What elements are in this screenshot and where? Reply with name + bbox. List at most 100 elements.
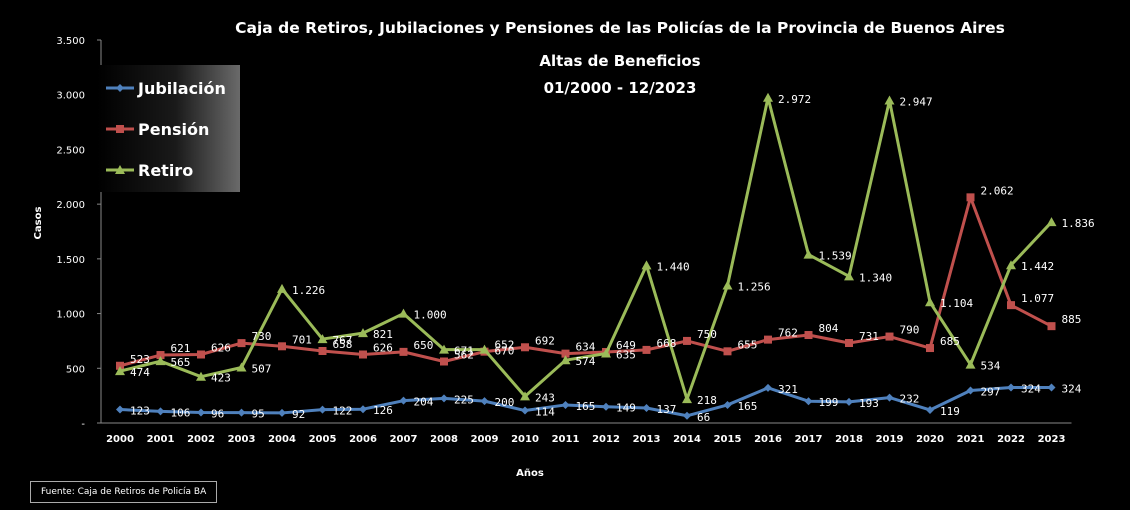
plot-area: - 500 1.000 1.500 2.000 2.500 3.000 3.500 2000 20…: [56, 36, 1094, 445]
data-label-retiro: 534: [981, 360, 1001, 373]
x-tick-label: 2006: [349, 434, 377, 445]
data-point-jubilacion: [723, 400, 732, 409]
data-label-pension: 650: [414, 339, 434, 352]
data-label-pension: 701: [292, 333, 312, 346]
data-label-pension: 649: [616, 339, 636, 352]
data-label-jubilacion: 165: [576, 400, 596, 413]
data-point-retiro: [277, 283, 287, 293]
data-label-retiro: 1.340: [859, 271, 892, 284]
data-point-pension: [116, 361, 124, 370]
data-label-retiro: 2.972: [778, 93, 811, 106]
chart-subtitle-2: 01/2000 - 12/2023: [544, 79, 697, 97]
data-label-pension: 562: [454, 349, 474, 362]
data-point-retiro: [155, 356, 166, 366]
data-label-retiro: 243: [535, 391, 555, 404]
data-label-jubilacion: 165: [738, 400, 758, 413]
data-point-retiro: [925, 297, 935, 307]
y-tick-label: 2.000: [56, 200, 85, 211]
data-point-jubilacion: [683, 411, 691, 420]
data-point-jubilacion: [764, 383, 772, 392]
data-point-jubilacion: [278, 408, 286, 417]
data-label-retiro: 1.104: [940, 297, 973, 310]
data-label-retiro: 1.539: [819, 250, 852, 263]
data-label-retiro: 2.947: [900, 96, 933, 109]
data-point-retiro: [601, 348, 611, 358]
data-point-jubilacion: [156, 407, 165, 416]
x-tick-label: 2022: [997, 434, 1025, 445]
data-label-jubilacion: 297: [981, 385, 1001, 398]
data-label-retiro: 474: [130, 366, 150, 379]
x-tick-label: 2021: [957, 434, 985, 445]
data-label-retiro: 1.226: [292, 284, 325, 297]
data-label-jubilacion: 324: [1062, 383, 1082, 396]
data-point-pension: [318, 346, 327, 355]
data-point-retiro: [398, 308, 409, 318]
data-point-retiro: [115, 366, 125, 376]
data-point-pension: [642, 345, 651, 354]
chart-subtitle-1: Altas de Beneficios: [539, 52, 700, 70]
data-point-jubilacion: [804, 397, 813, 406]
data-label-pension: 804: [819, 322, 839, 335]
data-point-retiro: [560, 355, 571, 365]
data-label-retiro: 1.000: [414, 309, 447, 322]
data-label-retiro: 1.442: [1021, 260, 1054, 273]
x-tick-label: 2019: [876, 434, 904, 445]
data-label-pension: 626: [211, 341, 231, 354]
x-tick-label: 2020: [916, 434, 944, 445]
data-point-jubilacion: [885, 393, 894, 402]
data-point-jubilacion: [318, 405, 327, 414]
data-label-jubilacion: 137: [657, 403, 677, 416]
data-label-retiro: 1.440: [657, 260, 690, 273]
data-point-pension: [359, 350, 367, 359]
data-label-pension: 685: [940, 335, 960, 348]
data-label-jubilacion: 324: [1021, 383, 1041, 396]
data-label-pension: 750: [697, 328, 717, 341]
data-point-pension: [1047, 322, 1056, 331]
data-point-pension: [926, 344, 934, 353]
data-point-retiro: [520, 391, 530, 401]
y-tick-label: 1.500: [56, 255, 85, 266]
data-label-retiro: 670: [495, 345, 515, 358]
x-tick-label: 2016: [754, 434, 782, 445]
y-tick-label: 3.000: [56, 91, 85, 102]
data-point-jubilacion: [116, 405, 124, 414]
data-label-jubilacion: 92: [292, 408, 305, 421]
data-label-jubilacion: 96: [211, 407, 224, 420]
data-label-jubilacion: 126: [373, 404, 393, 417]
data-point-retiro: [196, 371, 206, 381]
data-label-pension: 658: [333, 338, 353, 351]
legend-marker-pension: [116, 125, 124, 133]
x-tick-label: 2007: [390, 434, 418, 445]
data-label-retiro: 218: [697, 394, 717, 407]
data-point-jubilacion: [480, 397, 489, 406]
data-point-retiro: [317, 334, 328, 344]
data-point-jubilacion: [197, 408, 205, 417]
data-point-pension: [885, 332, 894, 341]
data-point-jubilacion: [561, 400, 570, 409]
data-label-pension: 652: [495, 339, 515, 352]
legend-label-pension: Pensión: [138, 120, 209, 139]
data-label-pension: 655: [738, 338, 758, 351]
series-line-retiro: [119, 96, 1053, 401]
data-point-jubilacion: [1047, 383, 1056, 392]
data-point-jubilacion: [440, 394, 448, 403]
x-tick-label: 2004: [268, 434, 296, 445]
source-note: Fuente: Caja de Retiros de Policía BA: [30, 481, 218, 503]
data-label-retiro: 423: [211, 372, 231, 385]
data-point-retiro: [479, 344, 490, 354]
x-tick-label: 2000: [106, 434, 134, 445]
data-point-jubilacion: [642, 404, 651, 413]
data-label-retiro: 507: [252, 363, 272, 376]
data-label-pension: 621: [171, 342, 191, 355]
data-label-jubilacion: 106: [171, 406, 191, 419]
data-label-jubilacion: 193: [859, 397, 879, 410]
data-label-retiro: 1.836: [1062, 217, 1095, 230]
data-label-jubilacion: 119: [940, 405, 960, 418]
data-label-jubilacion: 204: [414, 396, 434, 409]
data-point-retiro: [682, 394, 692, 404]
data-point-retiro: [1046, 217, 1057, 227]
y-axis-label: Casos: [33, 207, 44, 240]
x-tick-label: 2023: [1038, 434, 1066, 445]
data-label-pension: 2.062: [981, 184, 1014, 197]
